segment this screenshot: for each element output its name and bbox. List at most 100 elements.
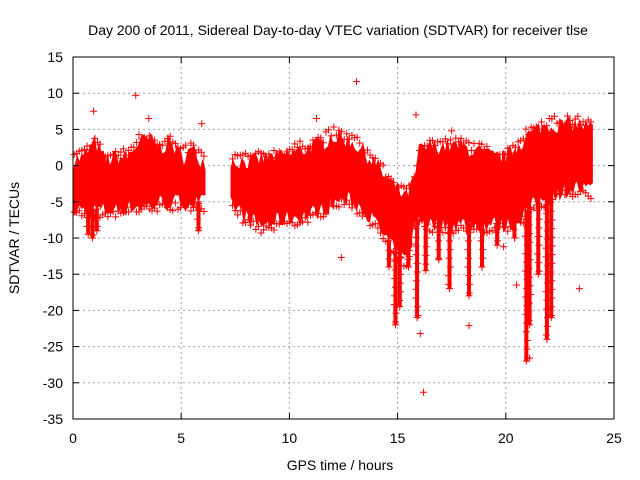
x-tick-label: 0: [69, 430, 77, 446]
data-points: [70, 78, 595, 396]
data-point: [526, 282, 534, 290]
data-point: [542, 253, 550, 261]
data-point: [391, 292, 399, 300]
data-point: [525, 247, 533, 255]
outlier-point: [132, 91, 140, 99]
data-point: [523, 345, 531, 353]
outlier-point: [465, 322, 473, 330]
data-point: [543, 209, 551, 217]
data-point: [543, 122, 551, 130]
data-point: [479, 254, 487, 262]
data-point: [542, 331, 550, 339]
data-point: [535, 241, 543, 249]
data-point: [249, 154, 257, 162]
data-point: [91, 134, 99, 142]
outlier-point: [312, 115, 320, 123]
data-point: [446, 228, 454, 236]
data-point: [412, 294, 420, 302]
data-point: [374, 224, 382, 232]
data-point: [412, 285, 420, 293]
data-point: [543, 305, 551, 313]
data-point: [75, 207, 83, 215]
data-point: [543, 201, 551, 209]
data-point: [291, 140, 299, 148]
data-point: [542, 288, 550, 296]
outlier-point: [500, 243, 508, 251]
data-point: [200, 208, 208, 216]
data-point: [412, 251, 420, 259]
data-point: [396, 288, 404, 296]
data-point: [561, 190, 569, 198]
data-point: [526, 204, 534, 212]
data-point: [345, 200, 353, 208]
data-point: [132, 139, 140, 147]
data-point: [408, 180, 416, 188]
data-point: [389, 178, 397, 186]
x-tick-label: 10: [282, 430, 298, 446]
excursion-point: [493, 241, 501, 249]
outlier-point: [420, 388, 428, 396]
x-tick-label: 20: [498, 430, 514, 446]
data-point: [569, 120, 577, 128]
data-point: [405, 247, 413, 255]
grid-layer: [73, 57, 614, 419]
data-point: [410, 173, 418, 181]
data-point: [345, 135, 353, 143]
excursion-point: [396, 303, 404, 311]
data-point: [479, 228, 487, 236]
data-point: [441, 135, 449, 143]
data-point: [465, 272, 473, 280]
data-point: [543, 322, 551, 330]
data-point: [197, 148, 205, 156]
data-point: [535, 224, 543, 232]
data-point: [435, 237, 443, 245]
excursion-point: [510, 234, 518, 242]
data-point: [171, 199, 179, 207]
data-point: [574, 112, 582, 120]
excursion-point: [522, 357, 530, 365]
data-point: [249, 217, 257, 225]
data-point: [119, 145, 127, 153]
data-point: [493, 228, 501, 236]
data-point: [83, 142, 91, 150]
data-point: [254, 223, 262, 231]
excursion-point: [413, 314, 421, 322]
data-point: [547, 303, 555, 311]
data-point: [396, 270, 404, 278]
data-point: [270, 226, 278, 234]
data-point: [535, 215, 543, 223]
data-point: [563, 112, 571, 120]
data-point: [548, 251, 556, 259]
data-point: [273, 153, 281, 161]
data-point: [444, 140, 452, 148]
data-point: [525, 273, 533, 281]
data-point: [435, 246, 443, 254]
data-point: [312, 139, 320, 147]
data-point: [88, 141, 96, 149]
data-point: [547, 268, 555, 276]
data-point: [125, 208, 133, 216]
data-point: [464, 246, 472, 254]
data-point: [171, 140, 179, 148]
data-point: [391, 275, 399, 283]
data-point: [465, 280, 473, 288]
data-point: [423, 234, 431, 242]
data-point: [454, 226, 462, 234]
data-point: [483, 142, 491, 150]
data-point: [525, 299, 533, 307]
data-point: [301, 214, 309, 222]
data-point: [319, 139, 327, 147]
data-point: [525, 317, 533, 325]
data-point: [327, 132, 335, 140]
outlier-point: [412, 111, 420, 119]
data-point: [548, 242, 556, 250]
data-point: [523, 336, 531, 344]
data-point: [457, 134, 465, 142]
y-tick-label: -15: [43, 266, 63, 282]
data-point: [356, 139, 364, 147]
data-point: [533, 206, 541, 214]
data-point: [314, 209, 322, 217]
chart-title: Day 200 of 2011, Sidereal Day-to-day VTE…: [88, 22, 588, 38]
excursion-point: [391, 321, 399, 329]
